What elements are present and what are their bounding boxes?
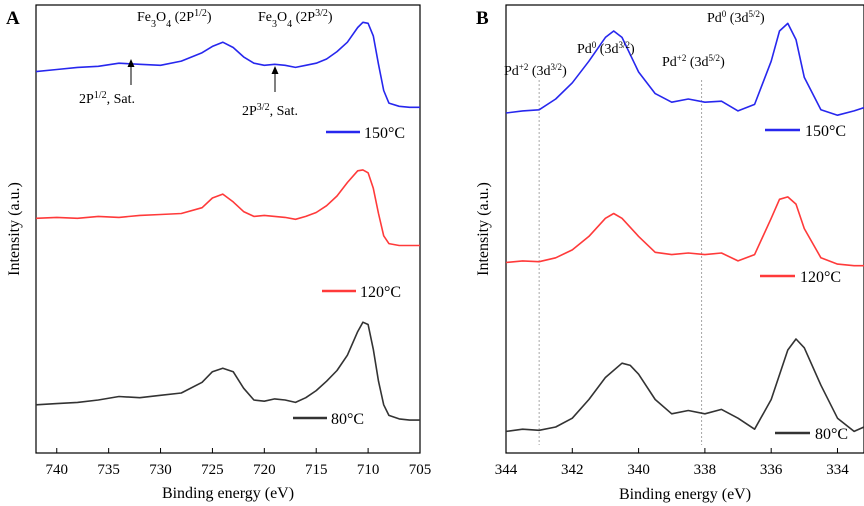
traces-b bbox=[505, 22, 864, 433]
annotation-sat-2p12: 2P1/2, Sat. bbox=[79, 59, 135, 107]
arrowhead-sat-2p32 bbox=[271, 66, 279, 74]
plot-frame-a bbox=[35, 4, 421, 454]
traces-a bbox=[35, 21, 420, 421]
x-tick-label-a-710: 710 bbox=[357, 462, 380, 478]
series-line-b-150c bbox=[505, 22, 864, 116]
x-tick-label-b-334: 334 bbox=[826, 462, 849, 478]
annotation-pd0-3d32: Pd0 (3d3/2) bbox=[577, 40, 635, 57]
x-axis-title-a: Binding energy (eV) bbox=[162, 485, 294, 502]
annotation-pd2-3d52: Pd+2 (3d5/2) bbox=[662, 53, 725, 70]
series-line-b-80c bbox=[505, 338, 864, 433]
svg-text:Fe3O4 (2P3/2): Fe3O4 (2P3/2) bbox=[258, 8, 333, 30]
series-line-a-150c bbox=[35, 21, 420, 109]
x-tick-label-b-338: 338 bbox=[694, 462, 717, 478]
y-axis-title-a: Intensity (a.u.) bbox=[6, 182, 23, 276]
legends: 150°C 120°C 80°C 150°C 120°C 80°C bbox=[293, 123, 848, 443]
reference-lines-b bbox=[538, 80, 703, 445]
series-line-b-120c bbox=[505, 196, 864, 267]
annotation-pd2-3d32: Pd+2 (3d3/2) bbox=[504, 62, 567, 79]
x-tick-label-a-740: 740 bbox=[46, 462, 69, 478]
x-tick-label-a-715: 715 bbox=[305, 462, 328, 478]
legend-label-b-120c: 120°C bbox=[800, 269, 841, 286]
x-axis-ticks-b: 344 342 340 338 336 334 bbox=[495, 448, 849, 478]
legend-label-a-150c: 150°C bbox=[364, 125, 405, 142]
x-tick-label-b-336: 336 bbox=[760, 462, 783, 478]
svg-text:Fe3O4 (2P1/2): Fe3O4 (2P1/2) bbox=[137, 8, 212, 30]
plot-frame-b bbox=[505, 4, 864, 454]
legend-label-a-120c: 120°C bbox=[360, 284, 401, 301]
y-axis-title-b: Intensity (a.u.) bbox=[475, 182, 492, 276]
x-axis-ticks-a: 740 735 730 725 720 715 710 705 bbox=[46, 448, 432, 478]
annotation-fe3o4-2p12: Fe3O4 (2P1/2) bbox=[137, 8, 212, 30]
x-tick-label-a-720: 720 bbox=[253, 462, 276, 478]
x-tick-label-b-342: 342 bbox=[561, 462, 584, 478]
x-tick-label-a-735: 735 bbox=[97, 462, 120, 478]
series-line-a-120c bbox=[35, 169, 420, 247]
arrowhead-sat-2p12 bbox=[127, 59, 135, 67]
x-tick-label-a-730: 730 bbox=[149, 462, 172, 478]
x-tick-label-b-340: 340 bbox=[627, 462, 650, 478]
svg-text:2P3/2, Sat.: 2P3/2, Sat. bbox=[242, 102, 298, 120]
x-tick-label-a-725: 725 bbox=[201, 462, 224, 478]
panel-letter-a: A bbox=[6, 8, 20, 29]
annotation-fe3o4-2p32: Fe3O4 (2P3/2) bbox=[258, 8, 333, 30]
annotation-pd0-3d52: Pd0 (3d5/2) bbox=[707, 9, 765, 26]
annotation-sat-2p32: 2P3/2, Sat. bbox=[242, 66, 298, 119]
x-axis-title-b: Binding energy (eV) bbox=[619, 486, 751, 503]
x-tick-label-a-705: 705 bbox=[409, 462, 432, 478]
x-tick-label-b-344: 344 bbox=[495, 462, 518, 478]
svg-text:2P1/2, Sat.: 2P1/2, Sat. bbox=[79, 90, 135, 108]
legend-label-b-80c: 80°C bbox=[815, 426, 848, 443]
legend-label-a-80c: 80°C bbox=[331, 411, 364, 428]
series-line-a-80c bbox=[35, 321, 420, 421]
legend-label-b-150c: 150°C bbox=[805, 123, 846, 140]
panel-letter-b: B bbox=[476, 8, 489, 29]
